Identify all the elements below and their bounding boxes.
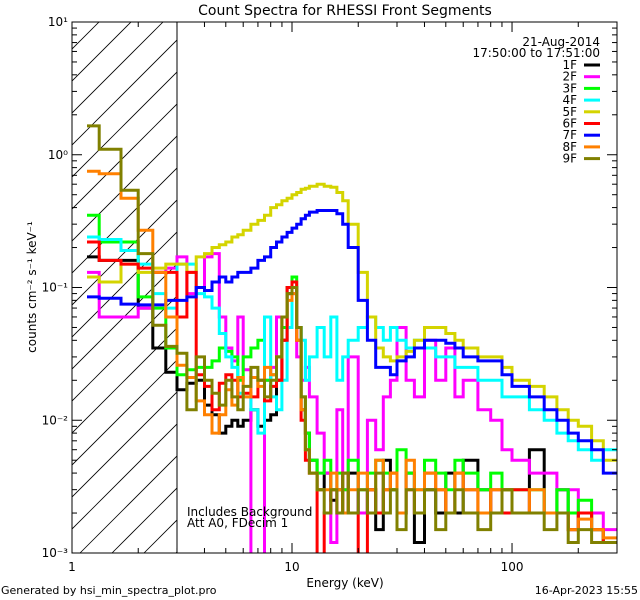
legend-label: 5F — [562, 105, 577, 119]
x-axis-label: Energy (keV) — [306, 576, 383, 590]
legend-label: 1F — [562, 58, 577, 72]
x-tick-label: 1 — [68, 560, 76, 574]
hatch-line — [72, 391, 177, 498]
hatch-line — [72, 359, 177, 466]
y-tick-label: 10⁻¹ — [42, 281, 69, 295]
time-range-label: 17:50:00 to 17:51:00 — [473, 46, 600, 60]
hatch-line — [72, 71, 177, 178]
series-group — [87, 124, 617, 553]
hatch-line — [72, 22, 164, 114]
legend-item-6F: 6F — [562, 117, 600, 131]
hatch-line — [72, 199, 177, 306]
legend-item-1F: 1F — [562, 58, 600, 72]
series-4F — [87, 235, 617, 462]
series-3F — [87, 213, 617, 544]
legend-item-8F: 8F — [562, 140, 600, 154]
generated-by-footer: Generated by hsi_min_spectra_plot.pro — [1, 584, 217, 597]
y-tick-label: 10¹ — [48, 15, 68, 29]
legend-label: 7F — [562, 128, 577, 142]
y-tick-label: 10⁻³ — [42, 546, 69, 560]
hatch-line — [0, 0, 96, 553]
y-tick-label: 10⁻² — [42, 413, 69, 427]
series-9F — [87, 124, 617, 544]
hatch-line — [72, 22, 132, 82]
series-2F — [87, 252, 617, 553]
hatch-line — [72, 39, 177, 146]
hatch-line — [72, 103, 177, 210]
x-tick-label: 10 — [284, 560, 299, 574]
hatch-line — [79, 455, 177, 553]
legend-label: 9F — [562, 152, 577, 166]
legend-item-5F: 5F — [562, 105, 600, 119]
y-tick-labels: 10⁻³ 10⁻² 10⁻¹ 10⁰ 10¹ — [42, 15, 69, 560]
x-tick-label: 100 — [501, 560, 524, 574]
annotation-background: Includes Background — [187, 505, 312, 519]
legend-item-3F: 3F — [562, 81, 600, 95]
series-5F — [87, 182, 617, 462]
series-7F — [87, 209, 617, 475]
legend-item-4F: 4F — [562, 93, 600, 107]
legend-label: 4F — [562, 93, 577, 107]
y-axis-label: counts cm⁻² s⁻¹ keV⁻¹ — [25, 221, 39, 353]
timestamp-footer: 16-Apr-2023 15:55 — [535, 584, 638, 597]
legend-label: 6F — [562, 117, 577, 131]
hatch-line — [72, 231, 177, 338]
hatch-line — [240, 0, 640, 553]
x-tick-labels: 1 10 100 — [68, 560, 523, 574]
legend-item-7F: 7F — [562, 128, 600, 142]
hatch-line — [72, 135, 177, 242]
axis-ticks — [71, 21, 618, 554]
legend-label: 2F — [562, 70, 577, 84]
legend-item-9F: 9F — [562, 152, 600, 166]
annotation-attenuator: Att A0, FDecim 1 — [187, 516, 288, 530]
chart-title: Count Spectra for RHESSI Front Segments — [198, 3, 492, 19]
legend-label: 8F — [562, 140, 577, 154]
hatch-line — [72, 22, 100, 50]
legend-label: 3F — [562, 81, 577, 95]
hatch-line — [72, 423, 177, 530]
y-tick-label: 10⁰ — [48, 148, 68, 162]
date-label: 21-Aug-2014 — [522, 35, 600, 49]
legend-item-2F: 2F — [562, 70, 600, 84]
